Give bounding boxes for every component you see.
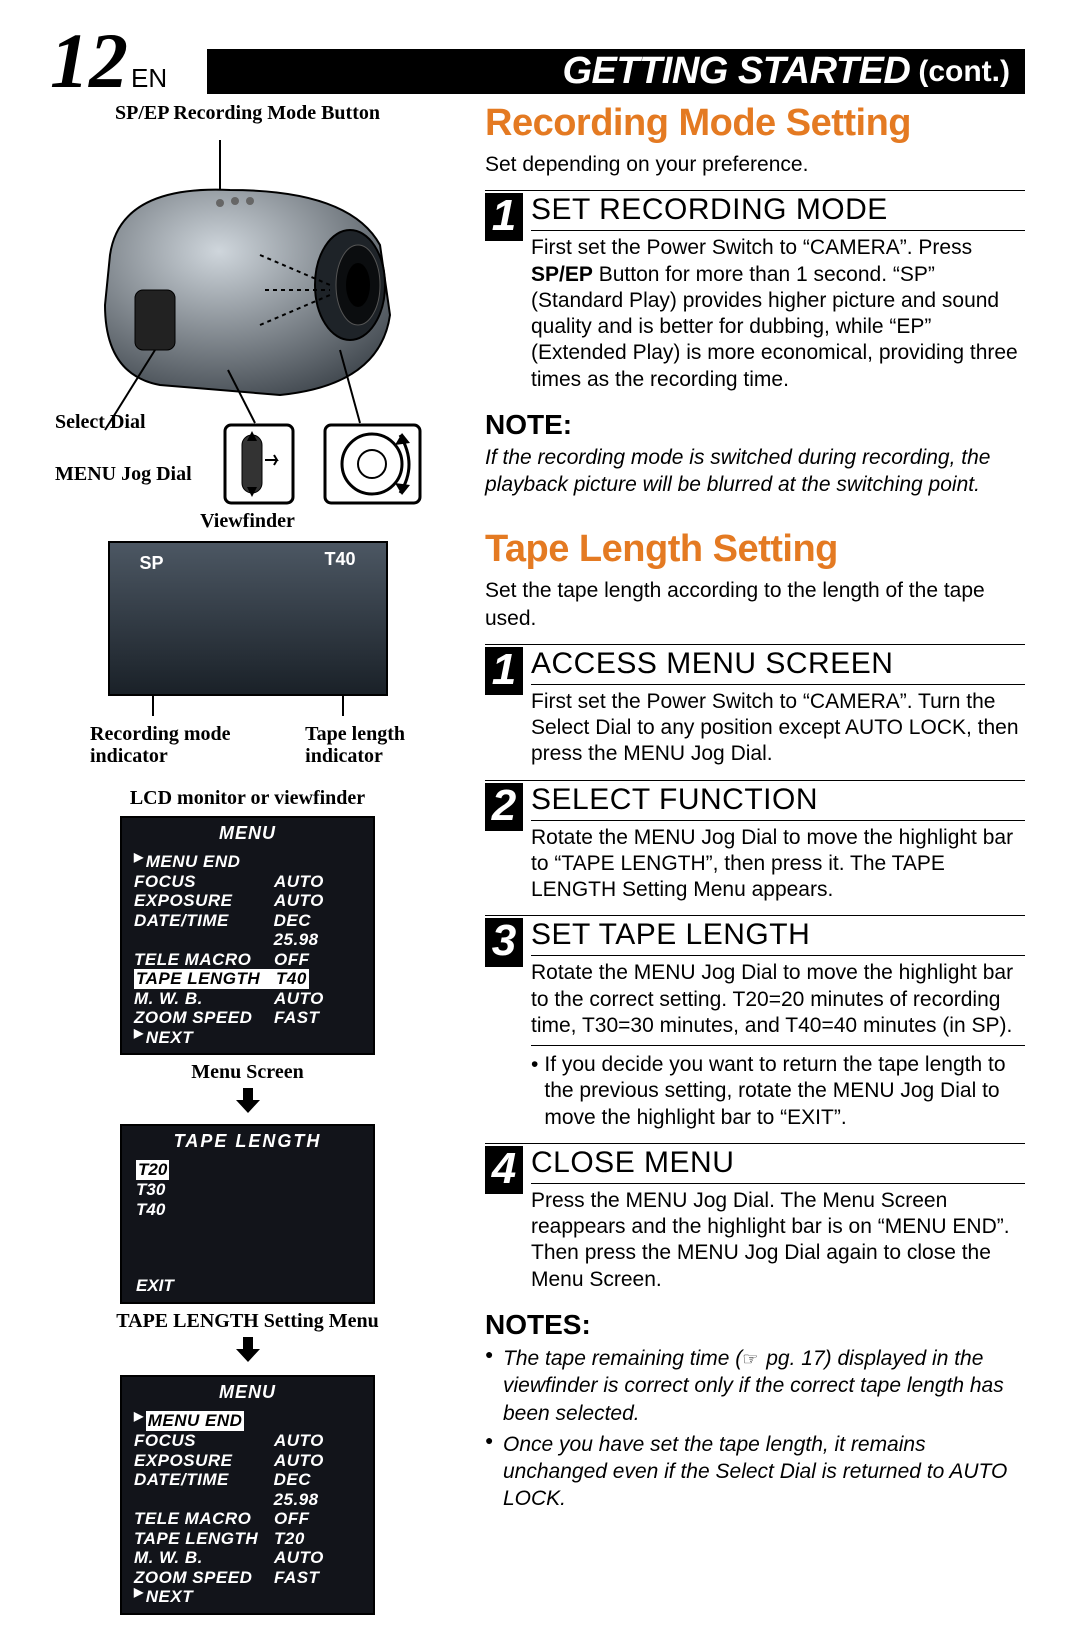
osd1-row-highlight: TAPE LENGTHT40 <box>122 969 373 989</box>
section-title-cont: (cont.) <box>918 55 1010 89</box>
tape-step-3-bullet-text: If you decide you want to return the tap… <box>544 1052 1025 1131</box>
tape-length-label-2: indicator <box>305 745 405 767</box>
camcorder-icon <box>50 135 445 505</box>
osd-menu-2: MENU MENU END FOCUSAUTO EXPOSUREAUTO DAT… <box>120 1375 375 1614</box>
step-divider <box>531 1183 1025 1184</box>
right-column: Recording Mode Setting Set depending on … <box>485 102 1025 1615</box>
recording-mode-heading: Recording Mode Setting <box>485 102 1025 145</box>
osd1-row: TELE MACROOFF <box>122 950 373 970</box>
osd2-row: DATE/TIMEDEC 25.98 <box>122 1470 373 1509</box>
osd-tape-opt: T30 <box>122 1180 373 1200</box>
osd1-menu-end: MENU END <box>122 852 373 872</box>
notes-list: The tape remaining time ( pg. 17) displa… <box>485 1345 1025 1513</box>
step-number: 4 <box>485 1146 523 1194</box>
tape-step-3-bullet: • If you decide you want to return the t… <box>531 1045 1025 1131</box>
tape-setting-caption: TAPE LENGTH Setting Menu <box>50 1310 445 1333</box>
tape-step-1-body: First set the Power Switch to “CAMERA”. … <box>531 689 1025 768</box>
lcd-caption: LCD monitor or viewfinder <box>50 787 445 810</box>
step-1-body: First set the Power Switch to “CAMERA”. … <box>531 235 1025 393</box>
tape-step-2: 2 SELECT FUNCTION Rotate the MENU Jog Di… <box>485 780 1025 904</box>
bullet-icon: • <box>531 1052 538 1131</box>
osd1-row: M. W. B.AUTO <box>122 989 373 1009</box>
osd2-title: MENU <box>122 1377 373 1411</box>
tape-step-3: 3 SET TAPE LENGTH Rotate the MENU Jog Di… <box>485 915 1025 1039</box>
viewfinder-caption: Viewfinder <box>50 510 445 533</box>
osd1-row: FOCUSAUTO <box>122 872 373 892</box>
osd1-row: EXPOSUREAUTO <box>122 891 373 911</box>
osd1-title: MENU <box>122 818 373 852</box>
osd2-menu-end: MENU END <box>122 1411 373 1431</box>
recording-mode-sub: Set depending on your preference. <box>485 151 1025 178</box>
step-number: 1 <box>485 647 523 695</box>
notes-heading: NOTES: <box>485 1309 1025 1341</box>
tape-length-sub: Set the tape length according to the len… <box>485 577 1025 632</box>
note-body: If the recording mode is switched during… <box>485 444 1025 499</box>
tape-step-3-title: SET TAPE LENGTH <box>531 918 1025 952</box>
tape-length-label-1: Tape length <box>305 723 405 745</box>
tape-step-2-title: SELECT FUNCTION <box>531 783 1025 817</box>
recording-mode-label-1: Recording mode <box>90 723 305 745</box>
notes-item: Once you have set the tape length, it re… <box>485 1431 1025 1513</box>
viewfinder-screen: SP T40 <box>108 541 388 696</box>
osd-tape-title: TAPE LENGTH <box>122 1126 373 1160</box>
tape-step-4-title: CLOSE MENU <box>531 1146 1025 1180</box>
page-ref-icon <box>742 1345 760 1372</box>
tape-length-heading: Tape Length Setting <box>485 528 1025 571</box>
step-divider <box>531 955 1025 956</box>
sp-ep-caption: SP/EP Recording Mode Button <box>50 102 445 125</box>
vf-t40-indicator: T40 <box>324 549 355 570</box>
notes-item: The tape remaining time ( pg. 17) displa… <box>485 1345 1025 1427</box>
camcorder-illustration: Select Dial MENU Jog Dial <box>50 135 445 505</box>
menu-screen-caption: Menu Screen <box>50 1061 445 1084</box>
osd2-row: FOCUSAUTO <box>122 1431 373 1451</box>
vf-indicator-labels: Recording mode indicator Tape length ind… <box>90 723 405 767</box>
step-number: 2 <box>485 783 523 831</box>
step-divider <box>531 684 1025 685</box>
step-number: 3 <box>485 918 523 966</box>
tape-step-2-body: Rotate the MENU Jog Dial to move the hig… <box>531 825 1025 904</box>
osd1-row: ZOOM SPEEDFAST <box>122 1008 373 1028</box>
step-1-title: SET RECORDING MODE <box>531 193 1025 227</box>
page-number-digits: 12 <box>50 17 128 104</box>
step-divider <box>531 230 1025 231</box>
tape-step-4-body: Press the MENU Jog Dial. The Menu Screen… <box>531 1188 1025 1293</box>
page-number: 12EN <box>50 30 167 94</box>
vf-pointer-lines <box>108 696 388 718</box>
section-title: GETTING STARTED <box>562 50 910 93</box>
step-divider <box>531 820 1025 821</box>
step-number: 1 <box>485 193 523 241</box>
osd1-next: NEXT <box>122 1028 373 1048</box>
osd2-row: EXPOSUREAUTO <box>122 1451 373 1471</box>
osd-tape-opt-hl: T20 <box>122 1160 373 1180</box>
osd2-row: TAPE LENGTHT20 <box>122 1529 373 1549</box>
tape-step-4: 4 CLOSE MENU Press the MENU Jog Dial. Th… <box>485 1143 1025 1293</box>
osd2-row: M. W. B.AUTO <box>122 1548 373 1568</box>
osd2-next: NEXT <box>122 1587 373 1607</box>
section-title-bar: GETTING STARTED (cont.) <box>207 49 1025 94</box>
left-column: SP/EP Recording Mode Button <box>50 102 445 1615</box>
menu-jog-label: MENU Jog Dial <box>55 463 192 486</box>
osd1-row: DATE/TIMEDEC 25.98 <box>122 911 373 950</box>
osd-tape-length: TAPE LENGTH T20 T30 T40 EXIT <box>120 1124 375 1304</box>
tape-step-1: 1 ACCESS MENU SCREEN First set the Power… <box>485 644 1025 768</box>
osd-menu-1: MENU MENU END FOCUSAUTO EXPOSUREAUTO DAT… <box>120 816 375 1055</box>
page-lang: EN <box>131 63 167 93</box>
osd2-row: TELE MACROOFF <box>122 1509 373 1529</box>
tape-step-3-body: Rotate the MENU Jog Dial to move the hig… <box>531 960 1025 1039</box>
step-1: 1 SET RECORDING MODE First set the Power… <box>485 190 1025 393</box>
vf-sp-indicator: SP <box>140 553 164 574</box>
down-arrow-icon <box>50 1086 445 1120</box>
note-heading: NOTE: <box>485 409 1025 441</box>
select-dial-label: Select Dial <box>55 411 146 434</box>
down-arrow-icon <box>50 1335 445 1369</box>
recording-mode-label-2: indicator <box>90 745 305 767</box>
osd2-row: ZOOM SPEEDFAST <box>122 1568 373 1588</box>
tape-step-1-title: ACCESS MENU SCREEN <box>531 647 1025 681</box>
osd-tape-opt: T40 <box>122 1200 373 1220</box>
osd-tape-exit: EXIT <box>136 1276 174 1296</box>
page-header: 12EN GETTING STARTED (cont.) <box>50 30 1025 94</box>
